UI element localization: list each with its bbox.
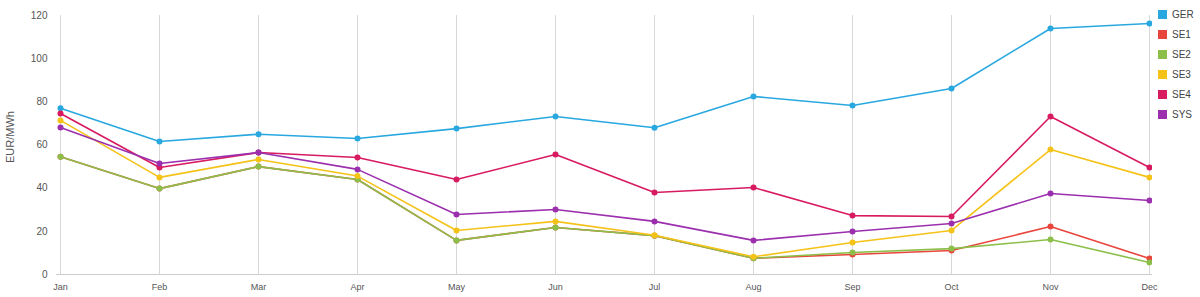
svg-text:Aug: Aug (745, 282, 761, 292)
svg-text:80: 80 (36, 96, 48, 107)
svg-text:100: 100 (31, 53, 48, 64)
svg-text:Dec: Dec (1141, 282, 1158, 292)
html-text:SE3: SE3 (1172, 68, 1191, 80)
html-text:SE4: SE4 (1172, 88, 1191, 100)
svg-text:Nov: Nov (1042, 282, 1059, 292)
svg-text:Oct: Oct (944, 282, 959, 292)
svg-text:Mar: Mar (251, 282, 267, 292)
svg-text:Apr: Apr (350, 282, 364, 292)
svg-text:0: 0 (42, 269, 48, 280)
html-text:SE2: SE2 (1172, 48, 1191, 60)
svg-text:May: May (448, 282, 466, 292)
svg-text:Feb: Feb (152, 282, 168, 292)
svg-text:20: 20 (36, 226, 48, 237)
html-text:GER: GER (1172, 8, 1194, 20)
svg-text:60: 60 (36, 139, 48, 150)
svg-text:Jun: Jun (548, 282, 563, 292)
html-text:SE1: SE1 (1172, 28, 1191, 40)
svg-text:Jul: Jul (649, 282, 661, 292)
html-text:SYS: SYS (1172, 108, 1192, 120)
svg-text:Jan: Jan (53, 282, 68, 292)
html-text:EUR/MWh: EUR/MWh (4, 111, 16, 163)
svg-text:Sep: Sep (844, 282, 860, 292)
svg-text:120: 120 (31, 10, 48, 21)
svg-text:40: 40 (36, 182, 48, 193)
